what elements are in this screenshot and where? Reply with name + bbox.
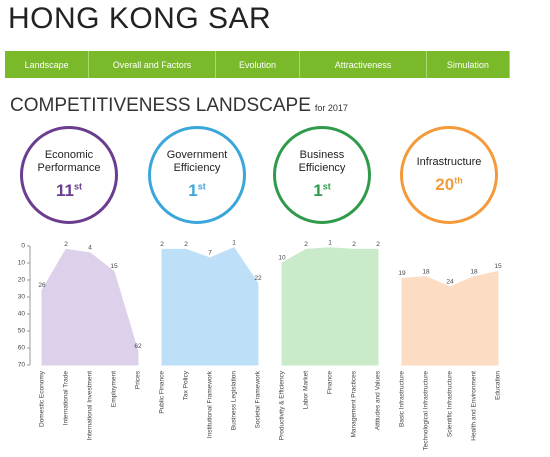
- x-tick-label: Scientific Infrastructure: [447, 371, 454, 437]
- data-label: 18: [470, 268, 478, 275]
- area: [401, 270, 499, 366]
- circle-label: Business Efficiency: [298, 149, 346, 174]
- rank-suffix: th: [454, 174, 463, 185]
- data-label: 15: [494, 263, 502, 270]
- y-tick-label: 10: [18, 260, 26, 267]
- data-label: 22: [254, 275, 262, 282]
- x-tick-label: Health and Environment: [471, 371, 478, 441]
- data-label: 2: [352, 241, 356, 248]
- rank-number: 1: [188, 181, 198, 200]
- data-label: 2: [184, 241, 188, 248]
- x-tick-label: Productivity & Efficiency: [279, 370, 286, 440]
- score-circle: Infrastructure 20th: [400, 126, 498, 224]
- nav-tab[interactable]: Evolution: [216, 51, 301, 78]
- circle-rank: 20th: [435, 175, 462, 195]
- y-tick-label: 50: [18, 328, 26, 335]
- data-label: 4: [88, 245, 92, 252]
- area: [161, 247, 259, 366]
- circle-label: Infrastructure: [416, 155, 482, 168]
- data-label: 15: [110, 263, 118, 270]
- rank-number: 1: [313, 181, 323, 200]
- area: [281, 247, 379, 366]
- x-tick-label: International Trade: [63, 371, 70, 426]
- score-circle: Government Efficiency 1st: [148, 126, 246, 224]
- data-label: 24: [446, 279, 454, 286]
- rank-suffix: st: [322, 181, 331, 192]
- y-tick-label: 40: [18, 311, 26, 318]
- nav-tab[interactable]: Attractiveness: [300, 51, 427, 78]
- x-tick-label: Prices: [135, 370, 142, 389]
- nav-tab[interactable]: Overall and Factors: [89, 51, 216, 78]
- data-label: 62: [134, 343, 142, 350]
- data-label: 26: [38, 282, 46, 289]
- x-tick-label: Tax Policy: [183, 370, 190, 400]
- circle-label: Government Efficiency: [166, 149, 228, 174]
- area: [41, 248, 139, 366]
- rank-suffix: st: [197, 181, 206, 192]
- circle-label: Economic Performance: [37, 149, 101, 174]
- rank-suffix: st: [73, 181, 82, 192]
- data-label: 10: [278, 255, 286, 262]
- data-label: 19: [398, 270, 406, 277]
- nav-tab[interactable]: Simulation: [427, 51, 511, 78]
- nav-tab[interactable]: Landscape: [5, 51, 90, 78]
- rank-number: 20: [435, 174, 455, 194]
- x-tick-label: Education: [495, 371, 502, 400]
- data-label: 2: [64, 241, 68, 248]
- y-tick-label: 60: [18, 345, 26, 352]
- x-tick-label: Finance: [327, 371, 334, 395]
- y-tick-label: 0: [21, 243, 25, 250]
- score-circle: Economic Performance 11st: [20, 126, 118, 224]
- circle-rank: 1st: [313, 181, 330, 201]
- x-tick-label: Labor Market: [303, 371, 310, 409]
- x-tick-label: Business Legislation: [231, 371, 238, 431]
- data-label: 7: [208, 250, 212, 257]
- section-title: COMPETITIVENESS LANDSCAPE for 2017: [10, 95, 348, 117]
- data-label: 2: [376, 241, 380, 248]
- x-tick-label: Management Practices: [351, 370, 358, 437]
- score-circle: Business Efficiency 1st: [273, 126, 371, 224]
- data-label: 18: [422, 268, 430, 275]
- x-tick-label: Technological Infrastructure: [423, 371, 430, 451]
- x-tick-label: Societal Framework: [255, 370, 262, 428]
- data-label: 2: [160, 241, 164, 248]
- nav-bar: Landscape Overall and Factors Evolution Att…: [5, 51, 511, 78]
- section-subtitle: for 2017: [314, 103, 348, 113]
- x-tick-label: Institutional Framework: [207, 370, 214, 438]
- data-label: 2: [304, 241, 308, 248]
- x-tick-label: Attitudes and Values: [375, 370, 382, 430]
- section-heading: COMPETITIVENESS LANDSCAPE: [10, 95, 311, 116]
- x-tick-label: International Investment: [87, 371, 94, 441]
- y-tick-label: 30: [18, 294, 26, 301]
- y-tick-label: 20: [18, 277, 26, 284]
- x-tick-label: Employment: [111, 371, 118, 407]
- circle-rank: 1st: [188, 181, 205, 201]
- x-tick-label: Public Finance: [159, 371, 166, 414]
- data-label: 1: [328, 239, 332, 246]
- x-tick-label: Domestic Economy: [39, 370, 46, 427]
- circle-rank: 11st: [56, 181, 82, 201]
- page-title: HONG KONG SAR: [8, 2, 272, 35]
- data-label: 1: [232, 239, 236, 246]
- y-tick-label: 70: [18, 362, 26, 369]
- x-tick-label: Basic Infrastructure: [399, 371, 406, 427]
- rank-number: 11: [56, 181, 74, 200]
